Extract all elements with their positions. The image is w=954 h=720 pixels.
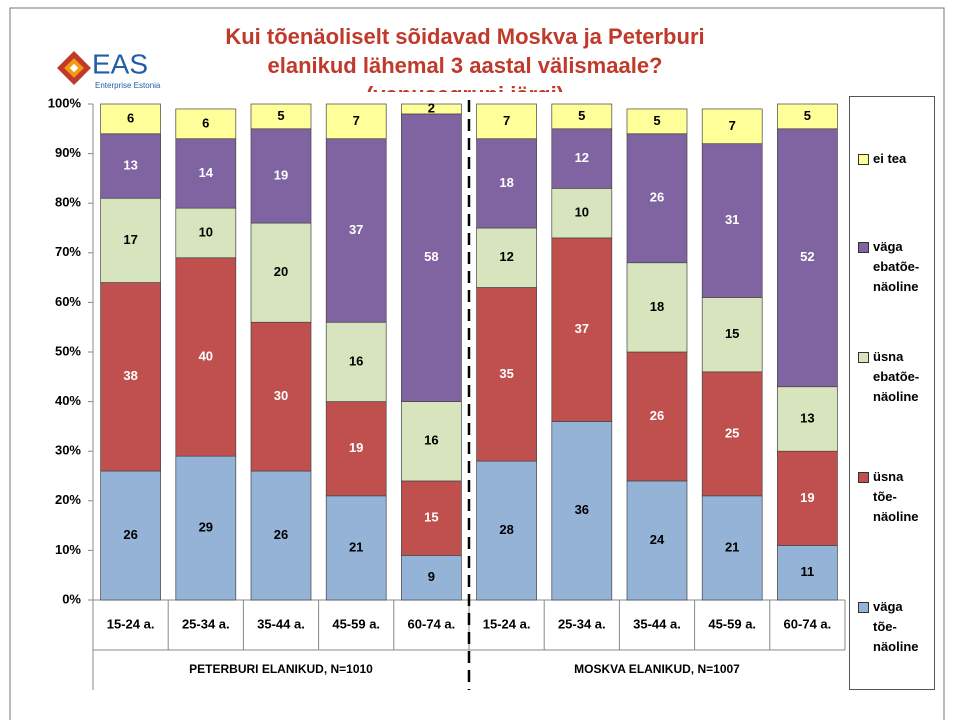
data-label: 26 (650, 190, 664, 205)
data-label: 7 (353, 113, 360, 128)
legend-swatch (858, 242, 869, 253)
data-label: 6 (202, 115, 209, 130)
data-label: 5 (804, 108, 811, 123)
data-label: 13 (123, 157, 137, 172)
data-label: 35 (499, 366, 513, 381)
y-tick-label: 60% (55, 294, 81, 309)
y-tick-label: 20% (55, 492, 81, 507)
data-label: 2 (428, 100, 435, 115)
data-label: 21 (725, 539, 739, 554)
legend-swatch (858, 352, 869, 363)
y-tick-label: 30% (55, 443, 81, 458)
data-label: 26 (650, 408, 664, 423)
data-label: 19 (349, 440, 363, 455)
x-tick-label: 25-34 a. (558, 616, 606, 631)
data-label: 15 (725, 326, 739, 341)
data-label: 18 (499, 175, 513, 190)
title-box: Kui tõenäoliselt sõidavad Moskva ja Pete… (200, 22, 730, 92)
legend-swatch (858, 472, 869, 483)
data-label: 12 (575, 150, 589, 165)
data-label: 37 (349, 222, 363, 237)
x-tick-label: 45-59 a. (332, 616, 380, 631)
legend-item: ei tea (858, 149, 932, 169)
legend-swatch (858, 602, 869, 613)
x-tick-label: 25-34 a. (182, 616, 230, 631)
legend-item: üsna ebatõe-näoline (858, 347, 932, 407)
legend-item: väga ebatõe-näoline (858, 237, 932, 297)
x-tick-label: 15-24 a. (107, 616, 155, 631)
y-tick-label: 40% (55, 393, 81, 408)
legend-item: väga tõe-näoline (858, 597, 932, 657)
y-tick-label: 70% (55, 244, 81, 259)
data-label: 25 (725, 425, 739, 440)
data-label: 28 (499, 522, 513, 537)
logo-mark (57, 51, 91, 85)
data-label: 11 (801, 564, 815, 579)
data-label: 16 (349, 353, 363, 368)
data-label: 26 (274, 527, 288, 542)
x-tick-label: 60-74 a. (408, 616, 456, 631)
y-tick-label: 0% (62, 591, 81, 606)
group-label: MOSKVA ELANIKUD, N=1007 (574, 662, 740, 676)
x-tick-label: 35-44 a. (257, 616, 305, 631)
chart: EAS Enterprise Estonia Kui tõenäoliselt … (0, 0, 954, 720)
data-label: 12 (499, 249, 513, 264)
data-label: 26 (123, 527, 137, 542)
x-tick-label: 35-44 a. (633, 616, 681, 631)
data-label: 16 (424, 433, 438, 448)
legend-item: üsna tõe-näoline (858, 467, 932, 527)
data-label: 13 (800, 410, 814, 425)
data-label: 24 (650, 532, 665, 547)
data-label: 17 (123, 232, 137, 247)
data-label: 58 (424, 249, 438, 264)
y-tick-label: 100% (48, 95, 82, 110)
data-label: 10 (575, 205, 589, 220)
data-label: 18 (650, 299, 664, 314)
data-label: 7 (503, 113, 510, 128)
data-label: 10 (199, 224, 213, 239)
y-tick-label: 90% (55, 145, 81, 160)
legend-swatch (858, 154, 869, 165)
data-label: 19 (800, 490, 814, 505)
legend: ei tea väga ebatõe-näoline üsna ebatõe-näo… (849, 96, 935, 690)
slide: EAS Enterprise Estonia Kui tõenäoliselt … (0, 0, 954, 720)
data-label: 5 (277, 108, 284, 123)
data-label: 9 (428, 569, 435, 584)
x-tick-label: 45-59 a. (708, 616, 756, 631)
data-label: 30 (274, 388, 288, 403)
group-label: PETERBURI ELANIKUD, N=1010 (189, 662, 373, 676)
data-label: 38 (123, 368, 137, 383)
data-label: 52 (800, 249, 814, 264)
data-label: 21 (349, 539, 363, 554)
data-label: 40 (199, 348, 213, 363)
data-label: 7 (729, 118, 736, 133)
y-tick-label: 10% (55, 542, 81, 557)
chart-title: Kui tõenäoliselt sõidavad Moskva ja Pete… (200, 22, 730, 92)
logo-text: EAS (92, 48, 148, 79)
data-label: 37 (575, 321, 589, 336)
logo-subtitle: Enterprise Estonia (95, 81, 161, 90)
data-label: 29 (199, 520, 213, 535)
data-label: 36 (575, 502, 589, 517)
data-label: 5 (653, 113, 660, 128)
data-label: 14 (199, 165, 214, 180)
data-label: 15 (424, 510, 438, 525)
data-label: 31 (725, 212, 739, 227)
y-tick-label: 80% (55, 195, 81, 210)
data-label: 19 (274, 167, 288, 182)
x-tick-label: 60-74 a. (784, 616, 832, 631)
y-tick-label: 50% (55, 343, 81, 358)
data-label: 20 (274, 264, 288, 279)
data-label: 6 (127, 110, 134, 125)
x-tick-label: 15-24 a. (483, 616, 531, 631)
data-label: 5 (578, 108, 585, 123)
